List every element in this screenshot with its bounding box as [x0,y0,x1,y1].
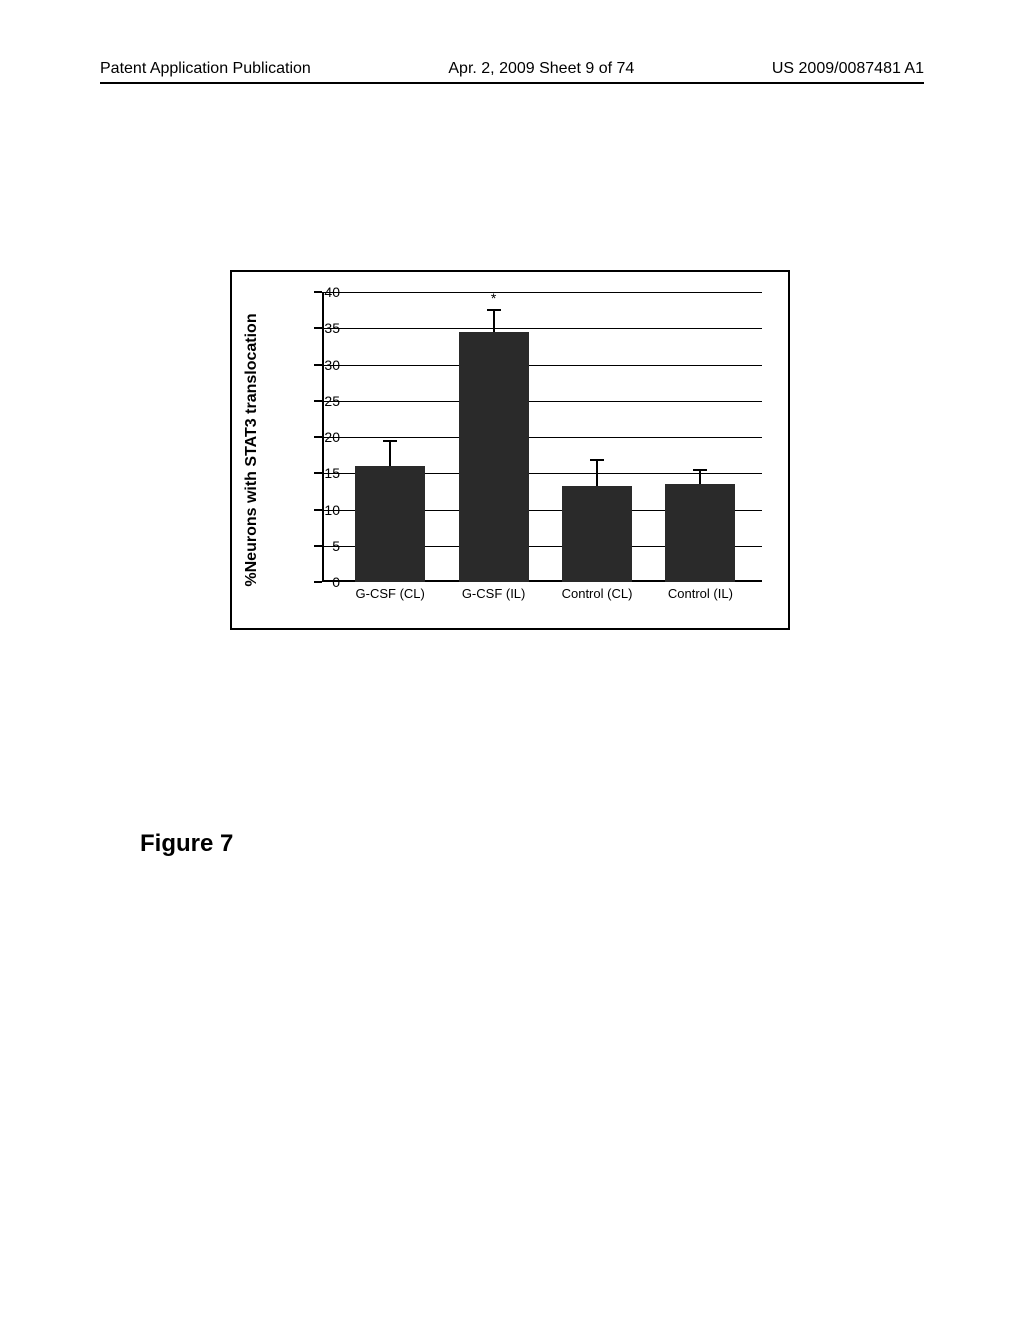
y-tick-label: 10 [310,502,340,518]
figure-caption: Figure 7 [140,830,233,858]
header-center: Apr. 2, 2009 Sheet 9 of 74 [448,60,634,78]
header-right: US 2009/0087481 A1 [772,60,924,78]
y-tick-label: 40 [310,284,340,300]
page-header: Patent Application Publication Apr. 2, 2… [0,60,1024,84]
x-tick-label: G-CSF (IL) [462,586,526,601]
x-tick-label: Control (IL) [668,586,733,601]
y-tick-label: 25 [310,393,340,409]
header-left: Patent Application Publication [100,60,311,78]
bar [562,486,632,582]
error-bar [493,310,495,332]
y-tick-label: 5 [310,538,340,554]
bar [459,332,529,582]
y-tick-label: 35 [310,320,340,336]
error-bar [596,460,598,485]
error-cap [487,309,501,311]
error-bar [699,470,701,485]
bars-container: * [322,292,762,582]
error-cap [590,459,604,461]
error-cap [383,440,397,442]
error-bar [389,441,391,466]
bar [355,466,425,582]
significance-marker: * [491,290,496,306]
y-tick-label: 15 [310,465,340,481]
x-tick-label: Control (CL) [562,586,633,601]
bar [665,484,735,582]
plot-area: * [322,292,762,582]
error-cap [693,469,707,471]
y-axis-title: %Neurons with STAT3 translocation [243,313,261,586]
y-tick-label: 0 [310,574,340,590]
y-tick-label: 30 [310,357,340,373]
bar-chart: %Neurons with STAT3 translocation * 0 5 10… [230,270,790,630]
y-tick-label: 20 [310,429,340,445]
x-tick-label: G-CSF (CL) [356,586,425,601]
header-row: Patent Application Publication Apr. 2, 2… [100,60,924,84]
